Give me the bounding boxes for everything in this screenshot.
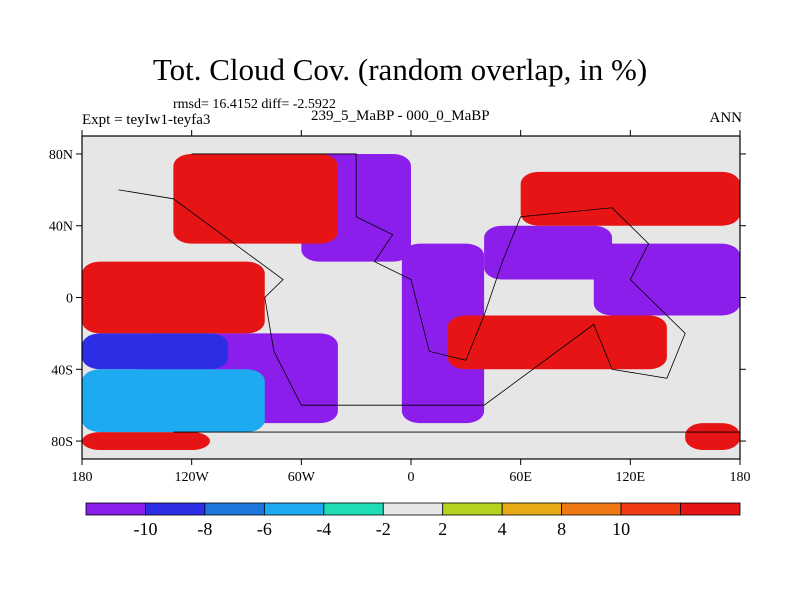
y-tick-label: 0 — [66, 292, 73, 307]
field-region-12 — [82, 369, 265, 433]
continent-outlines — [118, 153, 740, 433]
x-tick-label: 120W — [175, 470, 210, 485]
colorbar-swatch — [501, 502, 563, 516]
colorbar-label: -6 — [257, 519, 272, 539]
season-label: ANN — [709, 110, 743, 126]
x-tick-label: 0 — [408, 470, 415, 485]
colorbar-swatch — [382, 502, 444, 516]
field-region-10 — [82, 432, 210, 451]
x-tick-label: 60W — [288, 470, 316, 485]
axis-ticks: 80N 40N 0 40S 80S 180 120W 60W 0 60E 120E 180 — [49, 130, 751, 485]
colorbar-label: -8 — [197, 519, 212, 539]
colorbar-swatch — [263, 502, 325, 516]
cloud-cover-field — [82, 136, 740, 459]
colorbar-label: -10 — [133, 519, 157, 539]
colorbar-swatch — [442, 502, 503, 516]
colorbar-label: 4 — [498, 519, 507, 539]
colorbar-label: 10 — [612, 519, 630, 539]
colorbar-label: -4 — [316, 519, 331, 539]
colorbar: -10 -8 -6 -4 -2 2 4 8 10 — [85, 502, 741, 539]
field-region-2 — [484, 225, 613, 280]
field-region-13 — [82, 216, 137, 253]
experiment-label: Expt = teyIw1-teyfa3 — [82, 112, 211, 128]
colorbar-label: 2 — [438, 519, 447, 539]
colorbar-swatch — [680, 502, 741, 516]
colorbar-label: -2 — [376, 519, 391, 539]
stats-label: rmsd= 16.4152 diff= -2.5922 — [173, 97, 336, 112]
y-tick-label: 40N — [49, 220, 73, 235]
field-region-9 — [685, 423, 740, 451]
y-tick-label: 80S — [51, 435, 73, 450]
x-tick-label: 60E — [509, 470, 532, 485]
field-region-7 — [520, 171, 740, 226]
y-tick-label: 80N — [49, 148, 73, 163]
colorbar-swatch — [323, 502, 384, 516]
colorbar-swatch — [85, 502, 146, 516]
coastline — [118, 153, 686, 406]
colorbar-swatch — [561, 502, 622, 516]
colorbar-swatch — [204, 502, 265, 516]
field-region-0 — [401, 243, 485, 424]
colorbar-swatch — [145, 502, 206, 516]
colorbar-label: 8 — [557, 519, 566, 539]
colorbar-swatch — [620, 502, 681, 516]
x-tick-label: 180 — [730, 470, 751, 485]
x-tick-label: 120E — [616, 470, 646, 485]
y-tick-label: 40S — [51, 363, 73, 378]
field-region-5 — [82, 261, 265, 334]
x-tick-label: 180 — [72, 470, 93, 485]
figure-title: Tot. Cloud Cov. (random overlap, in %) — [152, 52, 648, 87]
field-region-4 — [593, 243, 740, 316]
field-region-8 — [447, 315, 667, 370]
field-region-6 — [173, 153, 338, 244]
field-region-11 — [82, 333, 229, 370]
period-label: 239_5_MaBP - 000_0_MaBP — [311, 108, 490, 124]
